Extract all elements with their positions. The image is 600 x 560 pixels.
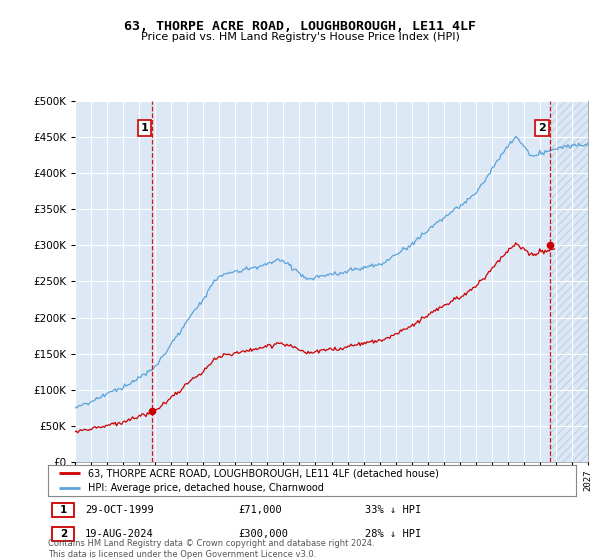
- Text: £300,000: £300,000: [238, 529, 288, 539]
- Text: 1: 1: [140, 123, 148, 133]
- Text: Contains HM Land Registry data © Crown copyright and database right 2024.
This d: Contains HM Land Registry data © Crown c…: [48, 539, 374, 559]
- Text: 1: 1: [59, 505, 67, 515]
- Text: 29-OCT-1999: 29-OCT-1999: [85, 505, 154, 515]
- Text: £71,000: £71,000: [238, 505, 282, 515]
- Text: 19-AUG-2024: 19-AUG-2024: [85, 529, 154, 539]
- Text: Price paid vs. HM Land Registry's House Price Index (HPI): Price paid vs. HM Land Registry's House …: [140, 32, 460, 43]
- Text: 63, THORPE ACRE ROAD, LOUGHBOROUGH, LE11 4LF: 63, THORPE ACRE ROAD, LOUGHBOROUGH, LE11…: [124, 20, 476, 32]
- Text: HPI: Average price, detached house, Charnwood: HPI: Average price, detached house, Char…: [88, 483, 323, 493]
- Text: 2: 2: [538, 123, 546, 133]
- Text: 33% ↓ HPI: 33% ↓ HPI: [365, 505, 421, 515]
- FancyBboxPatch shape: [52, 502, 74, 517]
- FancyBboxPatch shape: [52, 526, 74, 542]
- Text: 63, THORPE ACRE ROAD, LOUGHBOROUGH, LE11 4LF (detached house): 63, THORPE ACRE ROAD, LOUGHBOROUGH, LE11…: [88, 468, 439, 478]
- Text: 2: 2: [59, 529, 67, 539]
- Text: 28% ↓ HPI: 28% ↓ HPI: [365, 529, 421, 539]
